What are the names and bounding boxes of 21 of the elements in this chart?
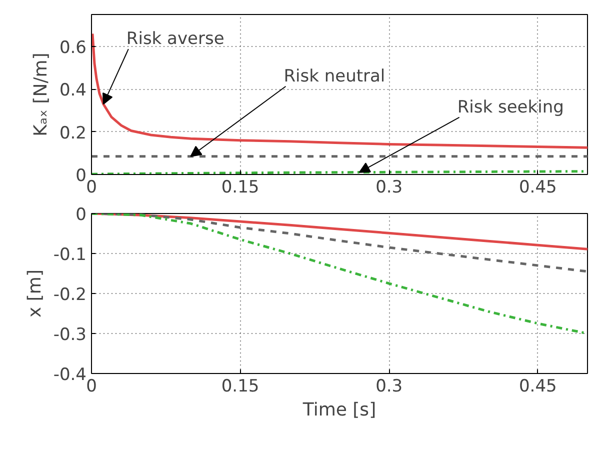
y-tick-label: -0.2 [53, 285, 86, 305]
x-tick-label: 0.45 [518, 178, 557, 198]
x-axis-title: Time [s] [302, 400, 376, 420]
y-tick-label: 0.4 [59, 80, 87, 101]
x-tick-label: 0.3 [376, 178, 403, 198]
x-tick-label: 0.15 [221, 178, 260, 198]
line-series [92, 32, 588, 149]
y-tick-label: 0.6 [59, 38, 87, 58]
x-tick-label: 0.45 [518, 376, 557, 396]
annotation: Risk neutral [284, 66, 386, 86]
annotation: Risk seeking [457, 97, 564, 118]
y-tick-label: -0.4 [53, 365, 86, 385]
annotation: Risk averse [126, 29, 224, 50]
y-axis-title: x [m] [24, 270, 46, 318]
x-tick-label: 0.3 [376, 376, 403, 396]
y-tick-label: -0.3 [53, 325, 86, 345]
y-tick-label: 0 [76, 205, 87, 225]
y-axis-title: Kₐₓ [N/m] [30, 52, 52, 136]
y-tick-label: -0.1 [53, 245, 86, 265]
y-tick-label: 0.2 [59, 123, 87, 144]
x-tick-label: 0.15 [221, 376, 260, 396]
